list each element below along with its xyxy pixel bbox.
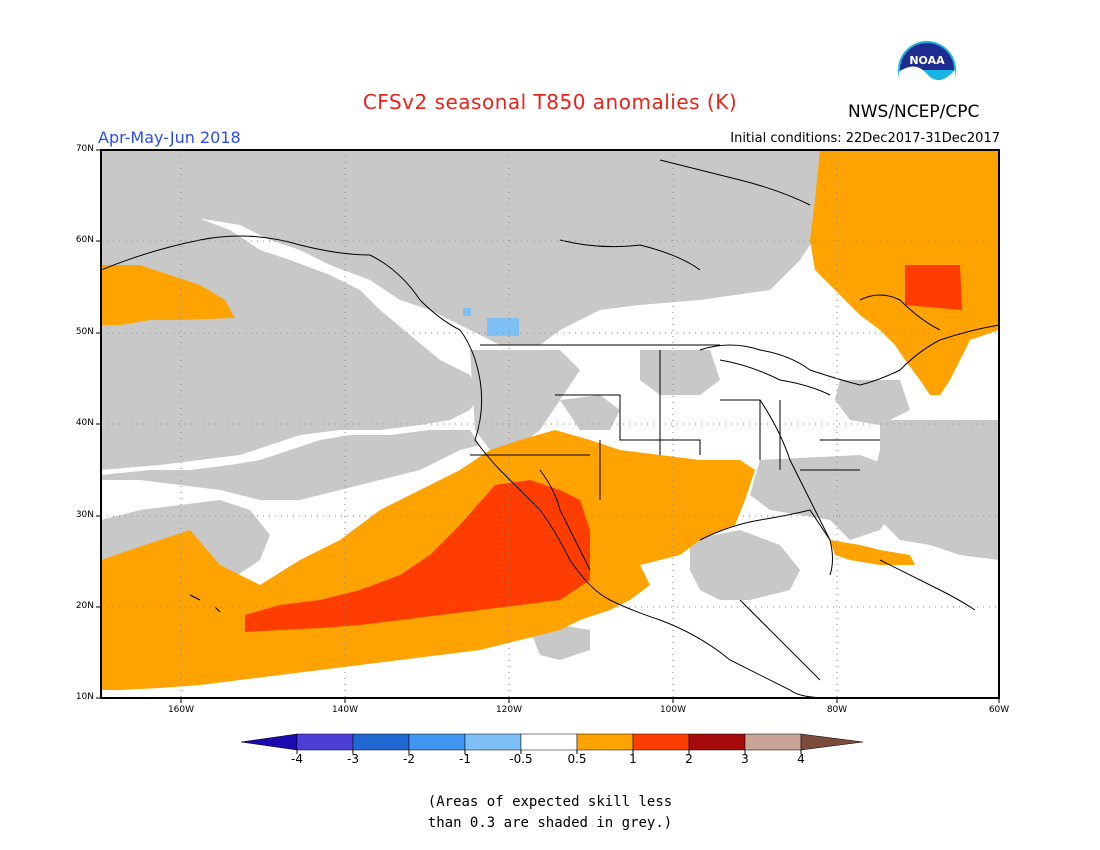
colorbar-label: 4 <box>797 752 805 766</box>
map-title: CFSv2 seasonal T850 anomalies (K) <box>362 90 738 114</box>
colorbar-label: -4 <box>291 752 303 766</box>
cool-anomaly-region <box>463 308 519 336</box>
colorbar-swatch <box>632 733 690 751</box>
colorbar-swatch <box>520 733 578 751</box>
colorbar-label: -0.5 <box>509 752 533 766</box>
colorbar-swatch <box>800 733 864 751</box>
low-skill-region <box>101 150 999 660</box>
colorbar-label: 2 <box>685 752 693 766</box>
agency-label: NWS/NCEP/CPC <box>848 102 980 122</box>
colorbar-swatch <box>352 733 410 751</box>
lat-label: 20N <box>75 601 94 611</box>
strong-warm-anomaly-region <box>245 265 962 632</box>
skill-note-line2: than 0.3 are shaded in grey.) <box>427 815 673 831</box>
colorbar-label: 1 <box>629 752 637 766</box>
colorbar <box>240 733 864 754</box>
noaa-logo: NOAA <box>898 41 956 100</box>
lon-label: 60W <box>988 705 1010 715</box>
season-label: Apr-May-Jun 2018 <box>98 128 241 147</box>
lat-label: 40N <box>75 418 94 428</box>
colorbar-label: 3 <box>741 752 749 766</box>
grid-lines <box>101 150 999 698</box>
colorbar-swatch <box>240 733 298 751</box>
lat-label: 50N <box>75 327 94 337</box>
lat-label: 60N <box>75 235 94 245</box>
lat-label: 70N <box>75 144 94 154</box>
colorbar-swatch <box>688 733 746 751</box>
lat-label: 10N <box>75 692 94 702</box>
lon-label: 100W <box>659 705 687 715</box>
initial-conditions: Initial conditions: 22Dec2017-31Dec2017 <box>730 131 1000 146</box>
colorbar-swatch <box>464 733 522 751</box>
colorbar-swatch <box>576 733 634 751</box>
lon-label: 140W <box>331 705 359 715</box>
colorbar-label: -3 <box>347 752 359 766</box>
lon-label: 80W <box>826 705 848 715</box>
coastlines <box>101 159 999 698</box>
colorbar-label: -1 <box>459 752 471 766</box>
colorbar-label: -2 <box>403 752 415 766</box>
colorbar-swatch <box>744 733 802 751</box>
skill-note-line1: (Areas of expected skill less <box>427 794 673 810</box>
colorbar-swatch <box>296 733 354 751</box>
lat-label: 30N <box>75 510 94 520</box>
colorbar-swatch <box>408 733 466 751</box>
colorbar-label: 0.5 <box>567 752 587 766</box>
logo-text: NOAA <box>909 54 945 67</box>
lon-label: 120W <box>495 705 523 715</box>
lon-label: 160W <box>167 705 195 715</box>
